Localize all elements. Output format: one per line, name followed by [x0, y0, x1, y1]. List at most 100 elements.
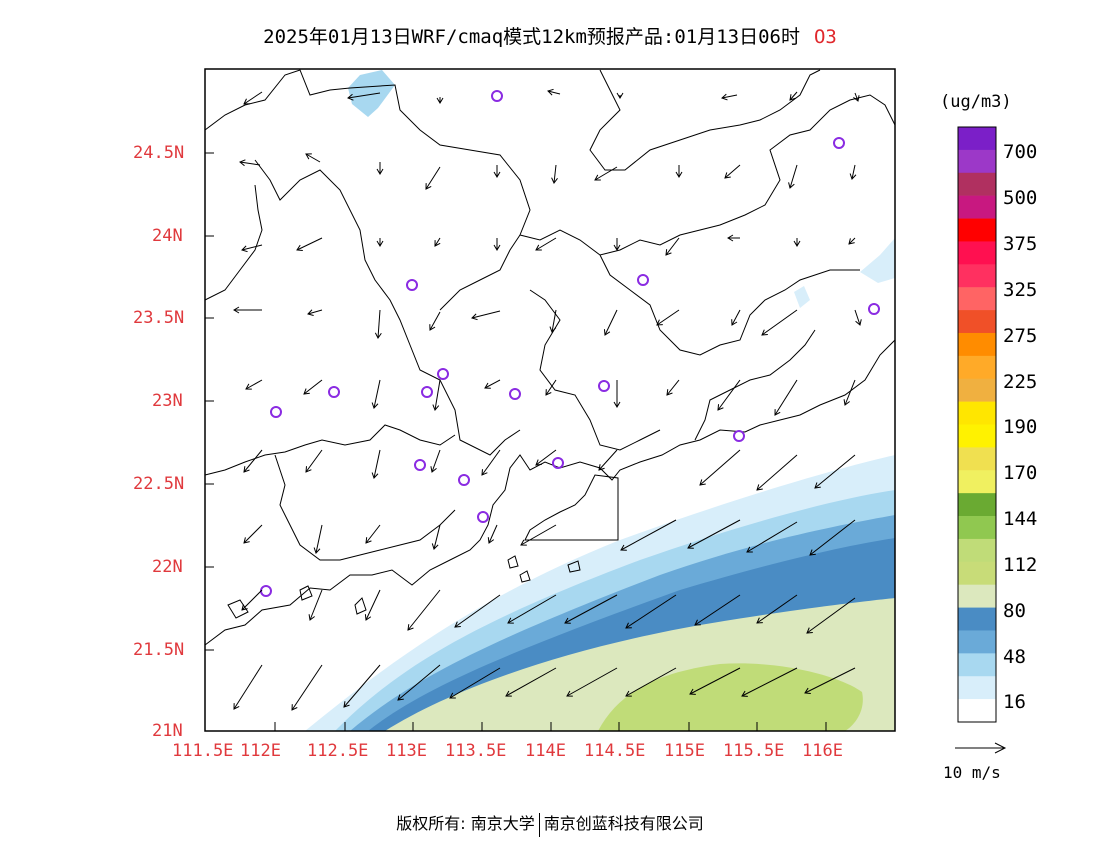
wind-vector	[854, 92, 859, 102]
wind-vector	[373, 379, 381, 409]
footer: 版权所有: 南京大学 南京创蓝科技有限公司	[0, 810, 1100, 837]
colorbar-swatch	[958, 653, 996, 677]
wind-vector-head	[687, 542, 694, 549]
admin-1	[204, 69, 896, 256]
wind-vector	[233, 664, 263, 710]
wind-vector-head	[613, 244, 621, 251]
wind-vector	[625, 667, 677, 697]
wind-vector-head	[233, 306, 240, 314]
wind-reference-label: 10 m/s	[943, 763, 1001, 782]
colorbar-label-375: 375	[1003, 233, 1038, 255]
map-frame	[204, 68, 896, 732]
station-marker	[868, 303, 880, 315]
wind-vector-head	[848, 238, 855, 245]
colorbar-swatch	[958, 676, 996, 700]
y-tick-0: 24.5N	[133, 143, 185, 163]
wind-vector-head	[849, 173, 857, 180]
station-marker	[509, 388, 521, 400]
wind-vector	[305, 153, 321, 163]
colorbar-swatch	[958, 447, 996, 471]
wind-vector-head	[774, 409, 781, 416]
colorbar-swatch	[958, 332, 996, 357]
y-tick-1: 24N	[152, 226, 183, 246]
colorbar-swatch	[958, 516, 996, 540]
wind-vector	[666, 379, 680, 396]
colorbar	[957, 126, 997, 723]
wind-vector	[407, 589, 441, 631]
wind-vector	[305, 449, 323, 473]
wind-vector	[243, 91, 263, 105]
wind-vector-head	[616, 92, 624, 99]
band-16-nw	[348, 70, 395, 117]
wind-vector	[809, 519, 856, 556]
wind-vector	[756, 594, 798, 624]
wind-vector-head	[307, 309, 314, 316]
wind-vector-head	[814, 482, 821, 489]
map-title: 2025年01月13日WRF/cmaq模式12km预报产品:01月13日06时 O…	[0, 22, 1100, 49]
station-marker	[414, 459, 426, 471]
wind-vector	[806, 597, 856, 634]
wind-vector-head	[741, 690, 748, 697]
wind-vector	[365, 524, 381, 544]
wind-vector-head	[746, 546, 753, 553]
wind-reference-arrow	[955, 742, 1007, 754]
wind-vector-head	[343, 701, 350, 708]
wind-vector-head	[481, 469, 488, 476]
wind-vector-head	[549, 326, 557, 333]
wind-vector-head	[487, 537, 495, 544]
wind-vector-head	[243, 537, 250, 544]
x-tick-4: 113.5E	[445, 741, 507, 761]
wind-vector	[241, 589, 263, 611]
wind-vector	[620, 519, 677, 551]
wind-vector	[604, 309, 618, 336]
wind-vector-head	[241, 245, 248, 253]
x-tick-2: 112.5E	[307, 741, 369, 761]
y-tick-4: 22.5N	[133, 474, 185, 494]
wind-vector-head	[551, 177, 558, 184]
wind-vector-head	[454, 621, 461, 628]
station-markers	[260, 90, 880, 597]
station-marker	[328, 386, 340, 398]
wind-vector-head	[545, 389, 552, 396]
wind-vector-head	[594, 174, 601, 181]
colorbar-swatch	[958, 584, 996, 608]
station-marker	[437, 368, 449, 380]
wind-vector-head	[493, 171, 501, 178]
wind-vector-head	[364, 614, 372, 621]
wind-vector	[851, 164, 856, 180]
wind-vector-head	[347, 93, 354, 101]
wind-vector	[241, 244, 263, 251]
wind-vector-head	[431, 543, 439, 550]
band-112	[598, 663, 863, 731]
title-text: 2025年01月13日WRF/cmaq模式12km预报产品:01月13日06时	[263, 26, 800, 48]
wind-vector	[553, 164, 557, 184]
wind-vector	[789, 91, 798, 101]
wind-vector-head	[471, 313, 478, 321]
station-marker	[833, 137, 845, 149]
wind-vector	[699, 449, 741, 486]
colorbar-label-48: 48	[1003, 646, 1026, 668]
wind-vector-head	[603, 329, 611, 336]
wind-vector	[429, 311, 441, 331]
colorbar-swatch	[958, 149, 996, 174]
wind-vector	[505, 667, 557, 697]
colorbar-label-700: 700	[1003, 141, 1038, 163]
wind-vector-head	[376, 168, 384, 175]
wind-vector	[243, 524, 263, 544]
wind-vector	[481, 449, 501, 476]
wind-vector-head	[809, 549, 816, 556]
wind-vector	[551, 309, 557, 333]
wind-vector	[484, 379, 501, 389]
wind-vector	[687, 519, 741, 549]
footer-copyright: 版权所有: 南京大学	[396, 814, 535, 833]
wind-vector-head	[689, 688, 696, 695]
x-tick-7: 115E	[664, 741, 705, 761]
wind-vector-head	[853, 95, 860, 102]
colorbar-swatch	[958, 310, 996, 334]
inset-box	[524, 474, 619, 541]
wind-vector	[243, 449, 263, 473]
wind-vector	[397, 664, 441, 701]
wind-vector	[434, 237, 441, 247]
coastline	[204, 339, 896, 646]
wind-vector	[689, 667, 741, 695]
